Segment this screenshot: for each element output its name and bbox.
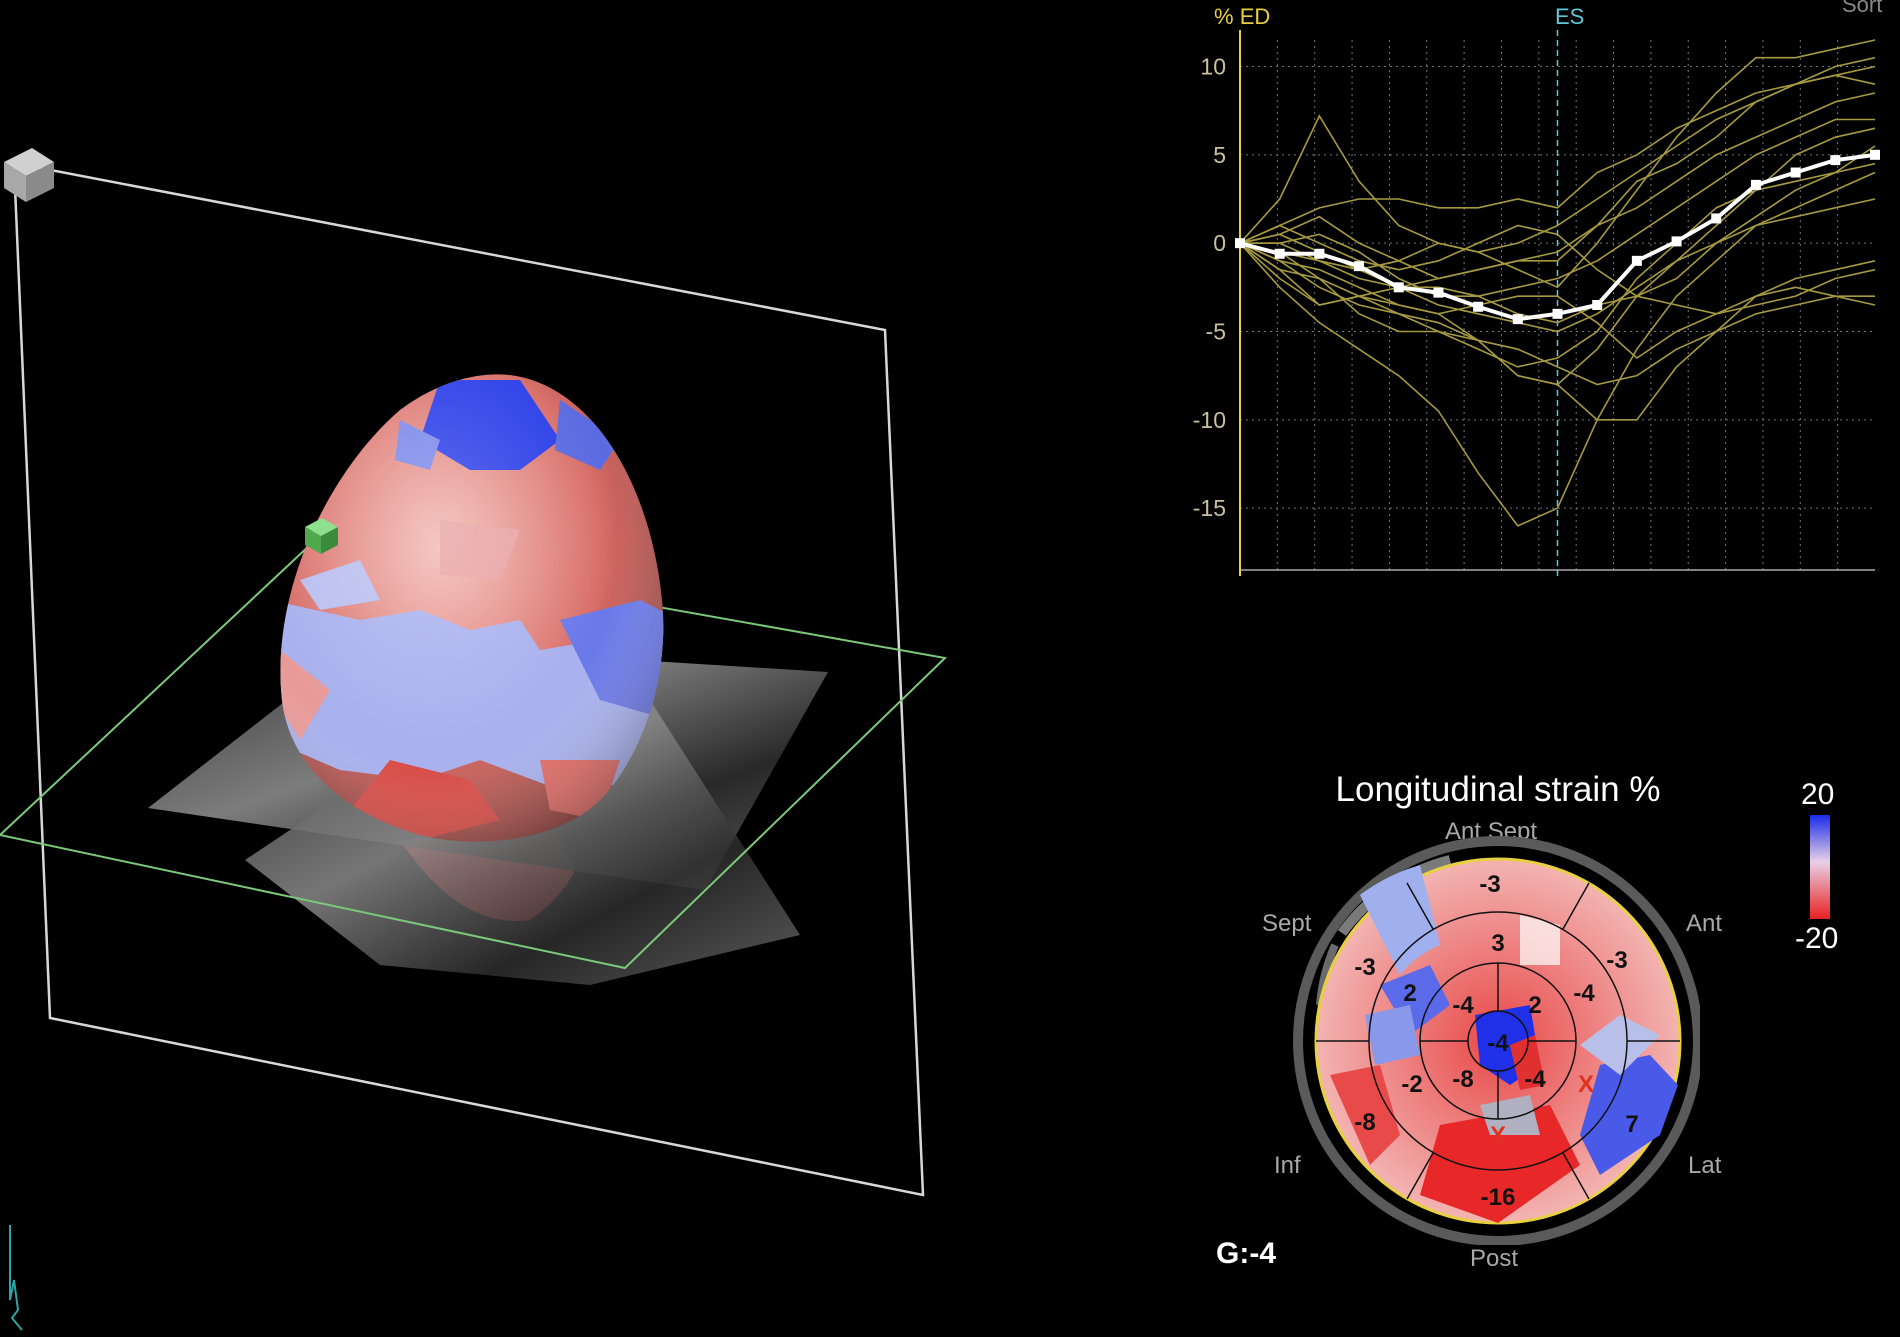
bullseye-color-map xyxy=(1330,865,1678,1223)
seg-basal-inf: -8 xyxy=(1354,1109,1375,1136)
average-point xyxy=(1870,149,1880,160)
y-tick-label: 0 xyxy=(1213,230,1226,256)
average-point xyxy=(1790,167,1801,178)
seg-basal-ant-sept: -3 xyxy=(1479,871,1500,898)
label-inf: Inf xyxy=(1274,1152,1301,1179)
y-tick-label: 10 xyxy=(1200,54,1226,80)
graph-series xyxy=(1235,39,1880,527)
vertical-slice-plane xyxy=(12,161,925,1197)
segment-strain-curve xyxy=(1239,145,1876,298)
average-point xyxy=(1552,308,1563,319)
global-strain-value: G:-4 xyxy=(1216,1237,1276,1270)
seg-apex: -4 xyxy=(1487,1030,1509,1057)
y-tick-label: -15 xyxy=(1193,495,1226,521)
seg-apical-ant: 2 xyxy=(1528,992,1541,1019)
seg-basal-post: -16 xyxy=(1481,1184,1516,1211)
label-sept: Sept xyxy=(1262,910,1312,937)
segment-strain-curve xyxy=(1239,242,1875,386)
color-scale-min: -20 xyxy=(1795,922,1839,955)
seg-mid-ant: -4 xyxy=(1573,980,1595,1007)
average-point xyxy=(1592,300,1603,310)
heart-3d-view[interactable] xyxy=(0,0,1000,1337)
color-scale-max: 20 xyxy=(1801,778,1835,811)
average-point xyxy=(1354,261,1365,272)
segment-strain-curve xyxy=(1239,162,1876,368)
segment-strain-curve xyxy=(1239,92,1876,306)
average-point xyxy=(1512,314,1523,325)
ed-label-text: ED xyxy=(1239,4,1271,29)
average-point xyxy=(1473,301,1484,312)
seg-mid-post-excluded: X xyxy=(1490,1122,1506,1149)
label-post: Post xyxy=(1470,1245,1519,1272)
es-marker-label: ES xyxy=(1555,4,1585,29)
bullseye-plot[interactable]: -3 -3 7 -16 -8 -3 3 -4 X X -2 2 2 -4 -8 … xyxy=(1280,835,1700,1245)
bullseye-segment-lines xyxy=(1316,882,1680,1200)
segment-strain-curve xyxy=(1239,39,1876,289)
y-tick-label: -10 xyxy=(1193,407,1226,433)
average-point xyxy=(1235,238,1245,249)
seg-mid-lat-excluded: X xyxy=(1578,1071,1594,1098)
average-point xyxy=(1631,255,1642,266)
segment-strain-curve xyxy=(1239,198,1876,333)
seg-apical-inf: -8 xyxy=(1452,1066,1473,1093)
sort-label[interactable]: Sort xyxy=(1842,0,1883,17)
average-point xyxy=(1750,179,1761,190)
horizontal-slice-plane xyxy=(0,543,948,970)
seg-mid-ant-sept: 3 xyxy=(1491,930,1504,957)
seg-basal-lat: 7 xyxy=(1625,1111,1638,1138)
graph-y-ticks: 10 5 0 -5 -10 -15 xyxy=(1193,54,1226,522)
y-unit-label: % xyxy=(1214,4,1234,29)
seg-mid-inf: -2 xyxy=(1401,1071,1422,1098)
average-point xyxy=(1433,287,1444,298)
seg-apical-lat: -4 xyxy=(1524,1066,1546,1093)
ed-marker-label: % ED xyxy=(1214,4,1270,30)
label-lat: Lat xyxy=(1688,1152,1722,1179)
y-tick-label: -5 xyxy=(1206,319,1226,345)
segment-strain-curve xyxy=(1239,65,1876,244)
bullseye-title: Longitudinal strain % xyxy=(1335,770,1661,809)
ecg-trace xyxy=(9,1225,23,1331)
seg-mid-sept: 2 xyxy=(1403,980,1416,1007)
average-point xyxy=(1393,282,1404,293)
average-point xyxy=(1671,236,1682,247)
segment-strain-curve xyxy=(1240,118,1875,297)
average-point xyxy=(1830,155,1841,166)
y-tick-label: 5 xyxy=(1213,142,1226,168)
seg-apical-sept: -4 xyxy=(1452,992,1474,1019)
seg-basal-ant: -3 xyxy=(1606,947,1627,974)
bullseye-outer-ring xyxy=(1293,836,1700,1245)
graph-grid xyxy=(1240,40,1875,571)
seg-basal-sept: -3 xyxy=(1354,954,1375,981)
average-point xyxy=(1314,248,1325,259)
label-ant: Ant xyxy=(1686,910,1723,937)
segment-strain-curve xyxy=(1239,127,1876,386)
plane-handle-gray[interactable] xyxy=(4,148,54,202)
average-point xyxy=(1274,248,1285,259)
segment-strain-curve xyxy=(1239,242,1876,360)
segment-strain-curve xyxy=(1240,242,1876,324)
strain-curves-graph[interactable]: 10 5 0 -5 -10 -15 xyxy=(1180,0,1900,600)
segment-strain-curve xyxy=(1239,171,1876,527)
color-scale-bar xyxy=(1810,815,1830,919)
average-point xyxy=(1711,213,1722,224)
plane-handle-green[interactable] xyxy=(305,518,338,554)
